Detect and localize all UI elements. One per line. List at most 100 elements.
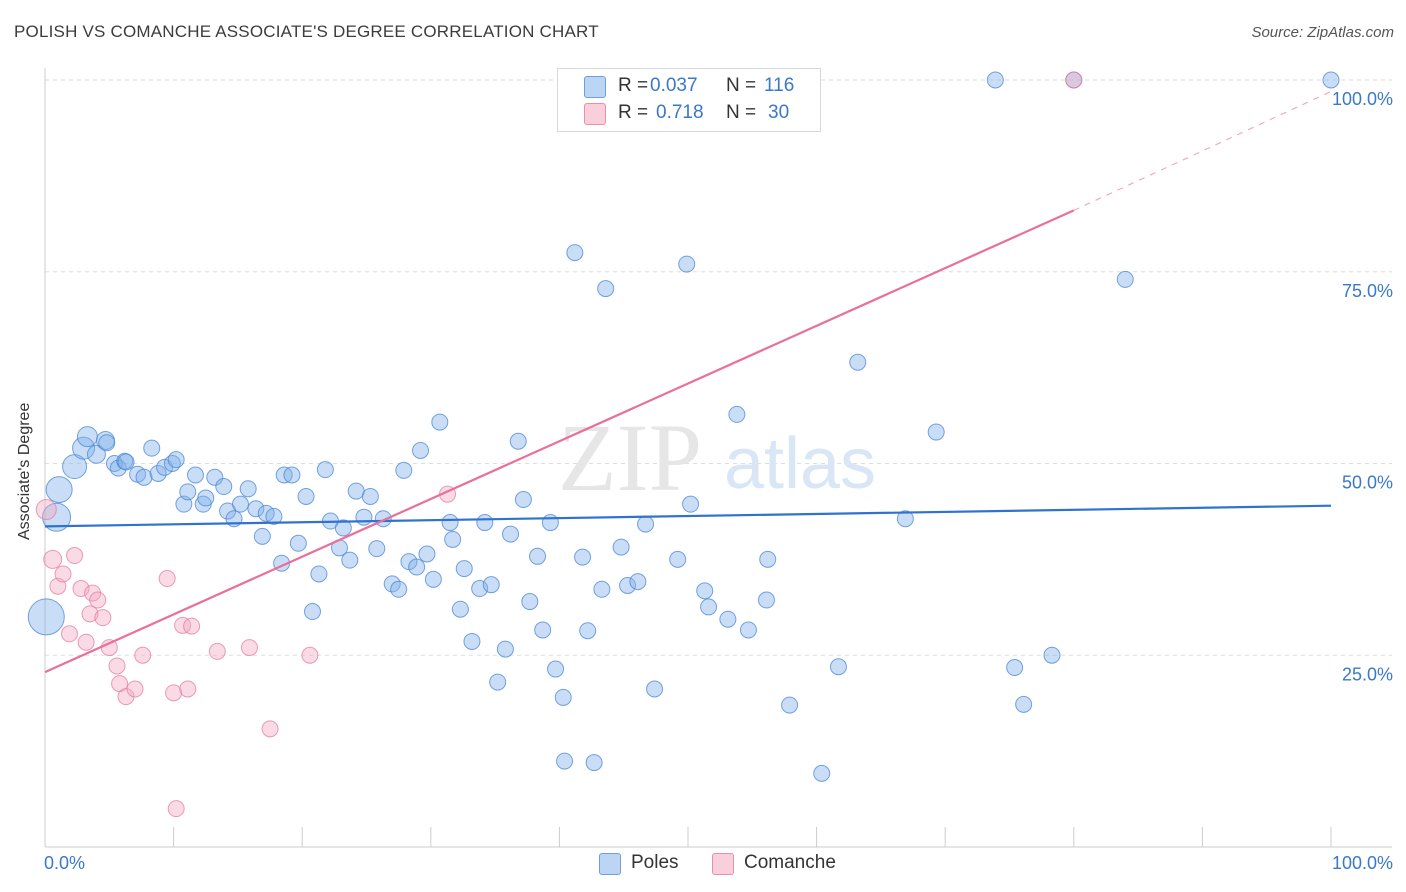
point-poles — [579, 622, 597, 640]
point-poles — [554, 688, 572, 706]
point-comanche — [165, 684, 183, 702]
point-poles — [502, 525, 520, 543]
point-poles — [424, 570, 442, 588]
point-poles — [1015, 695, 1033, 713]
bottom-legend-label-comanche: Comanche — [744, 852, 836, 873]
point-poles — [813, 764, 831, 782]
point-poles — [98, 434, 116, 452]
point-poles — [143, 439, 161, 457]
point-poles — [476, 514, 494, 532]
point-poles — [509, 432, 527, 450]
point-poles — [116, 452, 134, 470]
bottom-legend-label-poles: Poles — [631, 852, 679, 873]
point-poles — [556, 752, 574, 770]
bottom-legend-swatch-poles — [599, 853, 621, 875]
point-poles — [167, 451, 185, 469]
legend-n-value: 116 — [764, 75, 795, 96]
point-poles — [682, 495, 700, 513]
point-poles — [678, 255, 696, 273]
point-poles — [186, 466, 204, 484]
point-comanche — [84, 584, 102, 602]
point-comanche — [167, 800, 185, 818]
point-comanche — [1065, 71, 1083, 89]
trend-line-poles — [44, 504, 1332, 528]
point-comanche — [174, 616, 192, 634]
point-poles — [463, 632, 481, 650]
x-tick-label-left: 0.0% — [44, 853, 85, 873]
point-poles — [431, 413, 449, 431]
point-poles — [739, 621, 757, 639]
point-comanche — [54, 565, 72, 583]
point-poles — [646, 680, 664, 698]
point-poles — [637, 515, 655, 533]
point-poles — [757, 591, 775, 609]
point-poles — [700, 598, 718, 616]
point-comanche — [208, 642, 226, 660]
point-comanche — [126, 680, 144, 698]
axes — [44, 68, 1392, 848]
point-poles — [179, 483, 197, 501]
legend-n-value: 30 — [768, 102, 790, 123]
legend-r-label: R = — [618, 75, 649, 96]
point-poles — [1043, 646, 1061, 664]
watermark: ZIP atlas — [558, 404, 876, 511]
point-poles — [265, 507, 283, 525]
point-poles — [231, 495, 249, 513]
point-poles — [390, 580, 408, 598]
legend-box: R = 0.037 N = 116 R = 0.718 N = 30 — [557, 68, 821, 132]
legend-r-label: R = — [618, 102, 649, 123]
point-poles — [149, 464, 167, 482]
bottom-legend-swatch-comanche — [712, 853, 734, 875]
point-poles — [289, 534, 307, 552]
point-poles — [395, 461, 413, 479]
y-tick-label: 25.0% — [1342, 664, 1393, 684]
point-poles — [541, 514, 559, 532]
watermark-zip: ZIP — [558, 404, 702, 511]
point-comanche — [183, 617, 201, 635]
point-poles — [696, 582, 714, 600]
point-poles — [514, 491, 532, 509]
point-poles — [253, 527, 271, 545]
point-poles — [482, 576, 500, 594]
point-comanche — [43, 549, 63, 569]
legend-n-label: N = — [726, 102, 757, 123]
point-poles — [585, 754, 603, 772]
point-poles — [489, 673, 507, 691]
point-poles — [247, 500, 265, 518]
point-comanche — [94, 609, 112, 627]
point-poles — [1322, 71, 1340, 89]
point-comanche — [261, 720, 279, 738]
point-poles — [759, 550, 777, 568]
point-comanche — [60, 625, 78, 643]
tick-labels: 25.0% 50.0% 75.0% 100.0% 0.0% 100.0% — [44, 89, 1393, 873]
point-poles — [629, 573, 647, 591]
point-poles — [781, 696, 799, 714]
legend-swatch-comanche — [584, 103, 606, 125]
point-poles — [316, 461, 334, 479]
point-poles — [521, 593, 539, 611]
point-poles — [529, 547, 547, 565]
point-poles — [27, 598, 65, 636]
y-axis-label: Associate's Degree — [16, 402, 33, 540]
point-poles — [206, 468, 224, 486]
point-poles — [283, 466, 301, 484]
point-poles — [76, 426, 98, 448]
point-poles — [341, 551, 359, 569]
point-poles — [408, 558, 426, 576]
point-poles — [334, 519, 352, 537]
point-poles — [412, 441, 430, 459]
point-poles — [728, 405, 746, 423]
point-comanche — [179, 680, 197, 698]
legend-swatch-poles — [584, 76, 606, 98]
point-poles — [135, 468, 153, 486]
watermark-atlas: atlas — [724, 424, 876, 504]
point-comanche — [81, 605, 99, 623]
point-poles — [593, 580, 611, 598]
point-poles — [86, 444, 106, 464]
grid-lines — [45, 79, 1392, 656]
source-label: Source: ZipAtlas.com — [1251, 24, 1394, 41]
point-poles — [117, 453, 135, 471]
point-comanche — [134, 646, 152, 664]
y-tick-label: 75.0% — [1342, 281, 1393, 301]
trend-line-comanche — [44, 209, 1075, 674]
